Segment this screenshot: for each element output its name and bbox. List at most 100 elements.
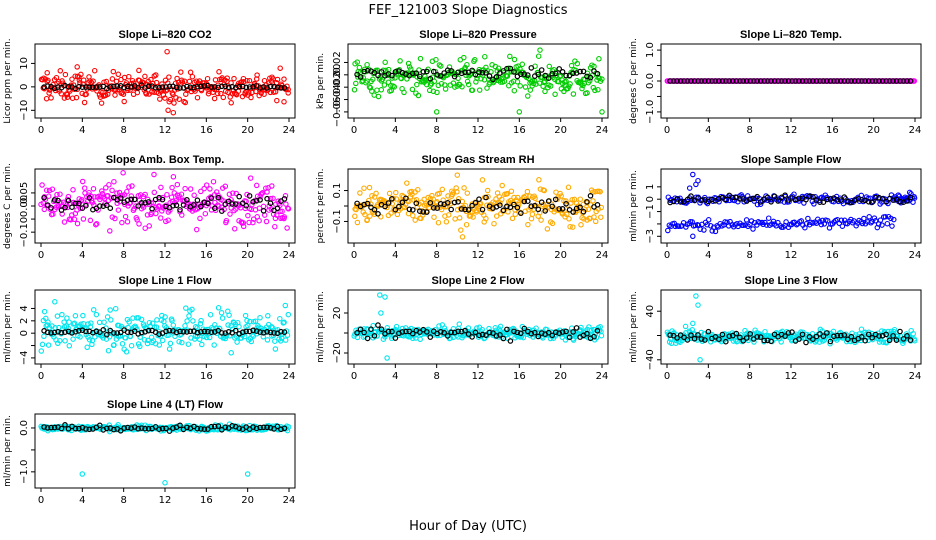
data-point	[510, 325, 516, 332]
hourly-point	[670, 198, 677, 205]
outlier-point	[695, 177, 701, 184]
data-point	[455, 196, 462, 202]
data-point	[408, 188, 415, 195]
hourly-point	[726, 333, 733, 340]
hourly-point	[736, 196, 743, 202]
hourly-point	[865, 78, 872, 84]
hourly-point	[869, 78, 876, 84]
hourly-point	[215, 194, 222, 201]
hourly-point	[747, 331, 754, 337]
hourly-point	[201, 83, 208, 89]
hourly-point	[858, 197, 865, 203]
data-point	[495, 65, 502, 72]
hourly-point	[208, 195, 215, 201]
hourly-point	[177, 207, 183, 213]
y-tick-label: −0.1	[332, 209, 343, 233]
hourly-point	[479, 70, 486, 76]
data-point	[84, 344, 90, 351]
hourly-point	[243, 328, 250, 335]
data-point	[141, 337, 148, 343]
hourly-point	[201, 199, 208, 206]
data-point	[240, 220, 247, 226]
hourly-point	[281, 85, 288, 91]
hourly-point	[577, 204, 583, 211]
x-tick-label: 12	[785, 250, 798, 261]
hourly-point	[62, 421, 68, 428]
y-tick-label: 0.05	[19, 182, 30, 204]
data-point	[253, 182, 260, 189]
data-point	[385, 66, 392, 73]
hourly-point	[403, 328, 409, 335]
hourly-point	[705, 78, 712, 84]
data-point	[159, 194, 166, 201]
panel-points	[38, 299, 292, 356]
hourly-point	[191, 84, 197, 91]
outlier-point	[454, 172, 461, 178]
data-point	[111, 342, 117, 348]
hourly-point	[907, 194, 914, 201]
hourly-point	[212, 84, 218, 90]
data-point	[89, 337, 96, 344]
data-point	[507, 53, 513, 60]
panel-points	[38, 170, 292, 234]
data-point	[189, 306, 195, 313]
y-tick-label: −40	[645, 349, 656, 370]
data-point	[564, 211, 570, 218]
data-point	[93, 311, 100, 318]
data-point	[187, 186, 194, 192]
data-point	[852, 332, 859, 338]
hourly-point	[789, 329, 795, 335]
data-point	[159, 337, 166, 344]
y-tick-label: 0.00	[19, 195, 30, 217]
data-point	[277, 338, 284, 344]
hourly-point	[799, 331, 806, 338]
hourly-point	[260, 424, 267, 431]
data-point	[529, 211, 536, 217]
outlier-point	[377, 292, 383, 298]
data-point	[701, 227, 707, 233]
hourly-point	[834, 197, 841, 203]
data-point	[420, 212, 426, 218]
hourly-point	[705, 328, 712, 335]
hourly-point	[225, 198, 232, 205]
hourly-point	[834, 78, 841, 84]
data-point	[805, 215, 811, 222]
hourly-point	[747, 78, 754, 84]
hourly-point	[135, 85, 142, 91]
data-point	[39, 182, 45, 188]
hourly-point	[219, 426, 225, 433]
hourly-point	[719, 78, 726, 84]
hourly-point	[212, 423, 218, 430]
hourly-point	[243, 84, 250, 91]
hourly-point	[76, 200, 82, 207]
hourly-point	[535, 71, 542, 78]
data-point	[109, 76, 116, 82]
hourly-point	[403, 195, 409, 202]
data-point	[587, 77, 593, 84]
hourly-point	[97, 203, 103, 209]
hourly-point	[72, 328, 79, 335]
hourly-point	[698, 78, 705, 84]
data-point	[469, 87, 476, 93]
y-tick-label: 0.0	[645, 73, 656, 89]
hourly-point	[434, 205, 441, 211]
data-point	[244, 77, 250, 84]
data-point	[211, 342, 217, 348]
hourly-point	[799, 78, 806, 84]
outlier-point	[378, 310, 384, 316]
hourly-point	[465, 331, 472, 337]
hourly-point	[399, 329, 406, 335]
x-tick-label: 8	[120, 495, 126, 506]
data-point	[751, 339, 757, 345]
outlier-point	[697, 357, 703, 363]
x-tick-label: 8	[433, 371, 439, 382]
hourly-point	[684, 196, 691, 203]
data-point	[464, 61, 470, 68]
data-point	[41, 308, 48, 315]
hourly-point	[844, 78, 851, 84]
data-point	[598, 214, 604, 220]
x-tick-label: 20	[241, 125, 254, 136]
hourly-point	[691, 335, 698, 342]
data-point	[74, 220, 81, 227]
